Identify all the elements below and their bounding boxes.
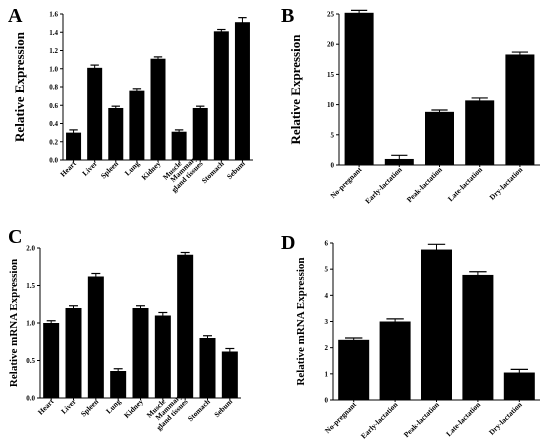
bar [65, 308, 82, 398]
y-tick-label: 0 [331, 162, 335, 170]
category-label: Sebum [225, 159, 248, 182]
y-tick-label: 1.6 [49, 11, 58, 19]
bar [213, 31, 229, 161]
panel-c: C Relative mRNA Expression 0.0 0.5 1.0 1.5 2.0… [8, 226, 241, 432]
y-tick-label: 0.0 [26, 395, 35, 403]
y-tick-label: 1.0 [49, 65, 58, 73]
category-label: Stomach [200, 158, 227, 185]
category-label: Late-lactation [446, 164, 485, 203]
bar [462, 274, 494, 400]
bar [171, 131, 187, 160]
category-label: Early-lactation [363, 164, 404, 205]
y-axis-label: Relative mRNA Expression [295, 257, 307, 385]
bar [199, 338, 216, 398]
bar [154, 315, 171, 398]
bar [465, 100, 495, 165]
category-label: Dry-lactation [488, 164, 525, 201]
bar [177, 254, 194, 398]
category-label: No-pregnant [323, 400, 358, 435]
category-label: Peak-lactation [402, 399, 442, 439]
y-tick-label: 20 [327, 41, 335, 49]
category-label: No-pregnant [328, 165, 363, 200]
y-tick-label: 10 [327, 101, 335, 109]
bar [110, 371, 127, 398]
category-label: Dry-lactation [487, 399, 524, 436]
bar [66, 132, 82, 160]
bar [132, 308, 149, 398]
bar [150, 58, 166, 160]
bar [421, 249, 452, 400]
category-label: Spleen [79, 396, 101, 418]
category-label: Kidney [122, 397, 145, 420]
y-axis-label: Relative mRNA Expression [8, 259, 20, 387]
y-tick-label: 0.5 [26, 357, 35, 365]
y-tick-label: 5 [325, 266, 329, 274]
y-tick-label: 4 [325, 292, 329, 300]
bar [503, 372, 535, 400]
category-label: Stomach [186, 396, 213, 423]
category-label: Lung [104, 397, 123, 416]
category-label: Liver [80, 159, 99, 178]
bar [192, 107, 208, 160]
y-tick-label: 0.0 [49, 157, 58, 165]
bar [108, 107, 124, 160]
bar [43, 323, 60, 398]
category-label: Liver [59, 397, 78, 416]
category-label: Spleen [99, 158, 121, 180]
panel-letter: D [281, 232, 295, 254]
y-tick-label: 1.5 [26, 282, 35, 290]
y-tick-label: 1.4 [49, 29, 58, 37]
y-tick-label: 3 [325, 318, 329, 326]
bar [344, 12, 374, 166]
bar [129, 90, 145, 160]
y-tick-label: 1.0 [26, 320, 35, 328]
panel-letter: A [8, 5, 23, 27]
panel-b: B Relative Expression 0 5 10 15 20 25 No-pregnan… [281, 5, 540, 206]
y-tick-label: 15 [327, 71, 335, 79]
panel-letter: B [281, 5, 294, 27]
y-tick-label: 1.2 [49, 47, 58, 55]
y-axis-label: Relative Expression [12, 31, 27, 142]
y-tick-label: 2 [325, 344, 329, 352]
bar [379, 321, 411, 400]
category-label: Lung [123, 159, 142, 178]
panel-letter: C [8, 226, 22, 248]
bar [505, 54, 535, 165]
bar [221, 351, 238, 398]
y-tick-label: 2.0 [26, 245, 35, 253]
y-tick-label: 0.2 [49, 138, 58, 146]
y-tick-label: 0.4 [49, 120, 58, 128]
category-label: Sebum [212, 397, 235, 420]
y-tick-label: 0.8 [49, 84, 58, 92]
category-label: Late-lactation [444, 399, 483, 438]
y-tick-label: 25 [327, 11, 335, 19]
bar [234, 22, 250, 161]
y-tick-label: 1 [325, 370, 329, 378]
panel-a: A Relative Expression 0.0 0.2 0.4 0.6 0.8 1.0 1.… [8, 5, 253, 194]
y-tick-label: 0.6 [49, 102, 58, 110]
y-tick-label: 6 [325, 240, 329, 248]
bar [338, 339, 370, 400]
bar [425, 111, 454, 165]
y-tick-label: 5 [331, 131, 335, 139]
y-tick-label: 0 [325, 397, 329, 405]
bar [87, 67, 103, 160]
category-label: Heart [36, 397, 56, 417]
bar [87, 276, 104, 398]
category-label: Peak-lactation [405, 164, 445, 204]
category-label: Heart [58, 159, 78, 179]
category-label: Kidney [140, 159, 163, 182]
y-axis-label: Relative Expression [288, 34, 303, 145]
category-label: Early-lactation [359, 399, 400, 440]
